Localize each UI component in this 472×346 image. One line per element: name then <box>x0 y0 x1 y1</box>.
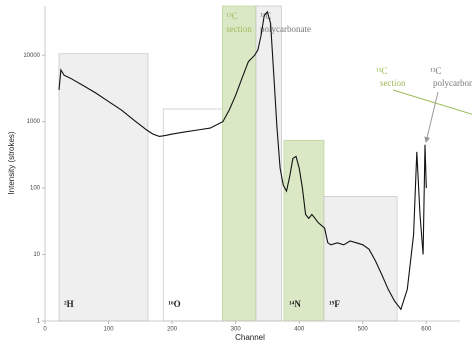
annotation: polycarbonate <box>433 78 472 88</box>
x-tick-label: 200 <box>167 327 178 333</box>
region-label: ¹⁶O <box>168 299 180 309</box>
region <box>58 53 149 322</box>
x-tick-label: 500 <box>358 327 369 333</box>
region <box>283 139 325 322</box>
region <box>162 108 223 322</box>
annotation: ¹³C <box>376 66 387 76</box>
annotation: section <box>380 78 406 88</box>
region-label: polycarbonate <box>260 24 311 34</box>
y-tick-label: 10 <box>33 252 40 258</box>
region <box>222 5 257 322</box>
arrow <box>392 89 472 115</box>
x-tick-label: 400 <box>294 327 305 333</box>
region-label: ¹⁴N <box>289 299 301 309</box>
y-axis-label: Intensity (strokes) <box>7 131 16 194</box>
y-tick-label: 1 <box>37 319 41 325</box>
region-label: ²H <box>64 299 74 309</box>
x-tick-label: 0 <box>43 327 47 333</box>
spectrum-line <box>58 10 427 311</box>
annotation: ¹³C <box>430 66 441 76</box>
region-label: ¹⁹F <box>329 299 340 309</box>
y-tick-label: 100 <box>30 186 41 192</box>
region-label: section <box>226 24 252 34</box>
region <box>323 196 398 322</box>
region-label: ¹³C <box>226 11 237 21</box>
x-tick-label: 600 <box>421 327 432 333</box>
arrow <box>424 91 439 143</box>
y-tick-label: 10000 <box>23 53 40 59</box>
x-axis-label: Channel <box>235 333 265 342</box>
y-tick-label: 1000 <box>27 119 41 125</box>
region-label: ¹³C <box>260 11 271 21</box>
region <box>255 5 282 322</box>
x-tick-label: 300 <box>231 327 242 333</box>
x-tick-label: 100 <box>104 327 115 333</box>
